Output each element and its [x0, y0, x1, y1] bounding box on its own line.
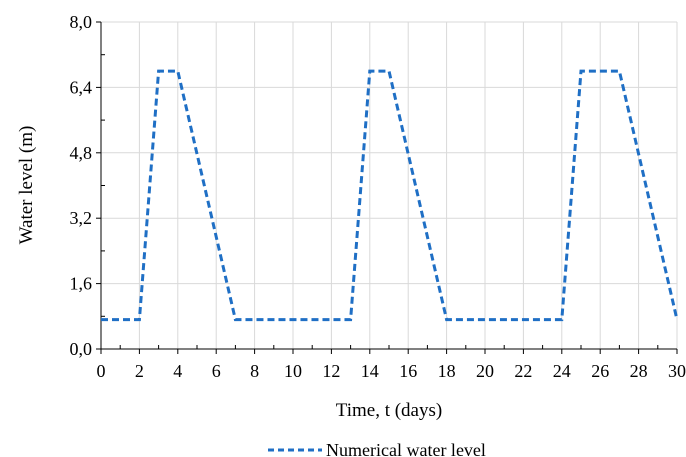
tick-labels: 0 2 4 6 8 10 12 14 16 18 20 22 24 26 28 300,01,63,24,86… — [70, 12, 686, 381]
x-tick-label: 4 — [173, 361, 182, 381]
x-tick-label: 12 — [322, 361, 340, 381]
x-tick-label: 2 — [135, 361, 144, 381]
legend-label: Numerical water level — [326, 440, 486, 457]
x-tick-label: 16 — [399, 361, 417, 381]
x-tick-label: 8 — [250, 361, 259, 381]
x-tick-label: 10 — [284, 361, 302, 381]
x-tick-label: 6 — [212, 361, 221, 381]
axes — [96, 21, 678, 354]
y-tick-label: 4,8 — [70, 143, 93, 163]
y-tick-label: 8,0 — [70, 12, 93, 32]
x-tick-label: 22 — [514, 361, 532, 381]
x-tick-label: 14 — [361, 361, 379, 381]
y-tick-label: 6,4 — [70, 77, 93, 97]
legend: Numerical water level — [268, 440, 486, 457]
y-tick-label: 0,0 — [70, 339, 93, 359]
grid-lines — [101, 21, 678, 349]
series-line — [101, 69, 679, 322]
x-tick-label: 28 — [630, 361, 648, 381]
series-layer — [101, 69, 679, 322]
x-tick-label: 18 — [438, 361, 456, 381]
y-tick-label: 1,6 — [70, 274, 93, 294]
x-tick-label: 30 — [668, 361, 686, 381]
x-axis-label: Time, t (days) — [336, 400, 442, 421]
y-tick-label: 3,2 — [70, 208, 93, 228]
x-tick-label: 26 — [591, 361, 609, 381]
x-tick-label: 24 — [553, 361, 571, 381]
x-tick-label: 20 — [476, 361, 494, 381]
x-tick-label: 0 — [97, 361, 106, 381]
y-axis-label: Water level (m) — [16, 126, 37, 245]
